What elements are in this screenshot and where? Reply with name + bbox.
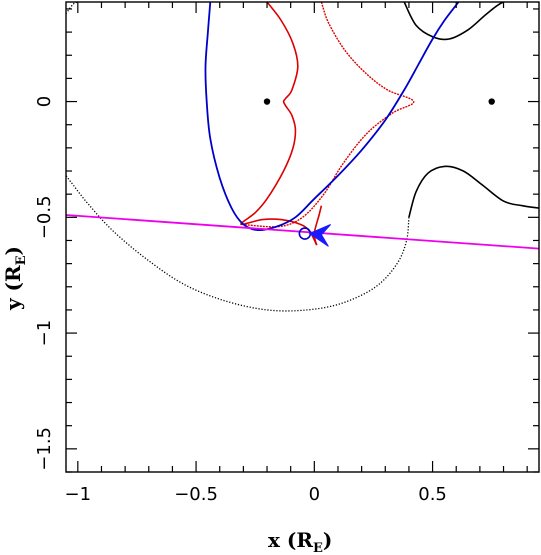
x-axis-label: x (RE) [268,528,332,555]
x-tick-label: 0 [309,484,320,505]
x-tick-label: −1 [65,484,92,505]
caustic-right [240,2,415,228]
x-axis-label-main: x (R [268,528,313,552]
source-position-marker [298,227,312,240]
y-axis-label-sub: E [14,255,29,265]
y-tick-label: 0 [34,96,55,107]
caustic-cusp-low [313,205,323,246]
frame-border [65,1,540,473]
curves-layer [66,2,539,312]
plot-frame [65,1,540,473]
critical-curve-outer-dotted [66,175,410,312]
y-tick-label: −1 [34,320,55,347]
y-tick-label: −1.5 [34,427,55,471]
tick-labels: −1 −0.5 0 0.5 0 −0.5 −1 −1.5 [34,96,447,505]
critical-curve-lower-right [408,165,539,218]
x-tick-label: 0.5 [418,484,447,505]
y-tick-label: −0.5 [34,195,55,239]
y-axis-label: y (RE) [1,246,29,311]
y-axis-label-main: y (R [1,265,25,311]
caustic-left [240,2,318,246]
lens-point-1 [263,98,271,105]
tick-marks [66,2,539,473]
x-axis-label-sub: E [313,541,323,555]
x-tick-label: −0.5 [174,484,218,505]
critical-curve-upper-left [66,2,79,14]
direction-arrow [308,224,331,247]
lens-point-2 [488,98,495,105]
critical-curve-upper-right [403,2,539,41]
image-track [204,2,460,232]
x-axis-label-close: ) [323,528,332,552]
source-trajectory [66,214,539,250]
y-axis-label-close: ) [1,246,25,255]
